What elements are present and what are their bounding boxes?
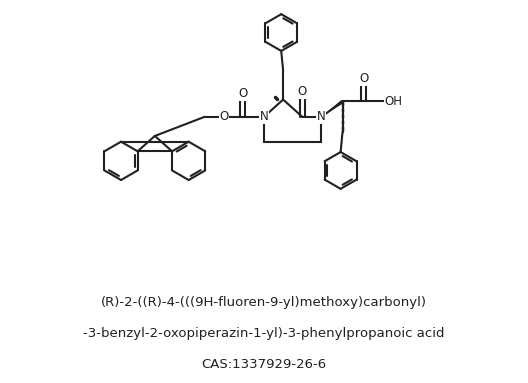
Text: O: O [219, 110, 229, 123]
Text: O: O [238, 87, 248, 100]
Text: O: O [298, 85, 307, 98]
Text: (R)-2-((R)-4-(((9H-fluoren-9-yl)methoxy)carbonyl): (R)-2-((R)-4-(((9H-fluoren-9-yl)methoxy)… [101, 296, 427, 309]
Text: -3-benzyl-2-oxopiperazin-1-yl)-3-phenylpropanoic acid: -3-benzyl-2-oxopiperazin-1-yl)-3-phenylp… [83, 327, 445, 340]
Text: O: O [359, 72, 368, 85]
Polygon shape [322, 100, 344, 117]
Text: N: N [317, 110, 326, 123]
Text: OH: OH [384, 95, 403, 108]
Text: CAS:1337929-26-6: CAS:1337929-26-6 [202, 358, 326, 371]
Text: N: N [260, 110, 268, 123]
